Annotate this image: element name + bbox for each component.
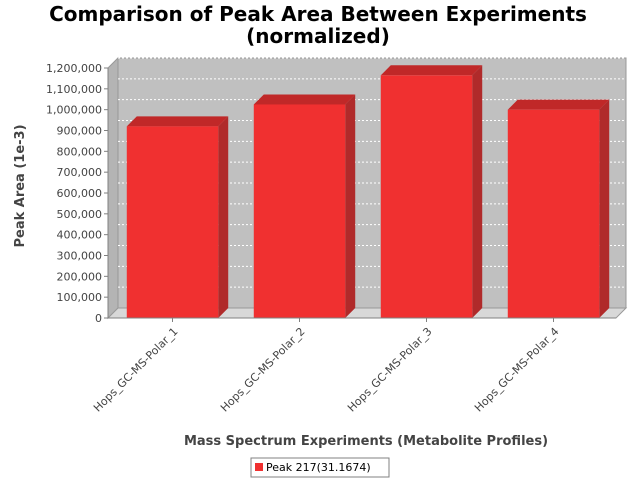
bar-top (380, 65, 483, 76)
bars (126, 65, 610, 319)
bar-top (253, 94, 356, 105)
bar (126, 116, 229, 318)
bar-side (599, 99, 610, 319)
bar (253, 94, 356, 318)
y-tick-label: 300,000 (57, 250, 103, 263)
bar-front (380, 75, 473, 319)
bar-front (253, 104, 346, 318)
x-tick-label: Hops_GC-MS-Polar_4 (472, 325, 562, 415)
bar-top (126, 116, 229, 127)
x-axis-label: Mass Spectrum Experiments (Metabolite Pr… (184, 434, 548, 449)
x-tick-label: Hops_GC-MS-Polar_3 (345, 325, 435, 415)
bar (380, 65, 483, 319)
y-tick-label: 1,000,000 (46, 104, 102, 117)
legend-swatch (255, 463, 263, 471)
bar-front (507, 109, 600, 319)
y-tick-label: 1,100,000 (46, 83, 102, 96)
y-tick-label: 200,000 (57, 270, 103, 283)
y-tick-label: 400,000 (57, 229, 103, 242)
chart-subtitle: (normalized) (246, 24, 390, 48)
bar-side (218, 116, 229, 318)
y-tick-label: 600,000 (57, 187, 103, 200)
legend: Peak 217(31.1674) (250, 457, 390, 478)
y-tick-label: 0 (95, 312, 102, 325)
bar-top (507, 99, 610, 110)
y-axis: 0 100,000 200,000 300,000 400,000 500,000 600,… (46, 62, 109, 325)
y-tick-label: 900,000 (57, 125, 103, 138)
y-axis-label: Peak Area (1e-3) (13, 124, 28, 247)
y-tick-label: 100,000 (57, 291, 103, 304)
x-tick-label: Hops_GC-MS-Polar_1 (91, 325, 181, 415)
x-axis: Hops_GC-MS-Polar_1 Hops_GC-MS-Polar_2 Hops… (91, 317, 616, 415)
chart-title: Comparison of Peak Area Between Experime… (49, 2, 587, 26)
legend-box (250, 457, 390, 478)
x-tick-label: Hops_GC-MS-Polar_2 (218, 325, 308, 415)
y-tick-label: 700,000 (57, 166, 103, 179)
legend-entry: Peak 217(31.1674) (266, 461, 371, 474)
y-tick-label: 1,200,000 (46, 62, 102, 75)
plot-left-wall (107, 56, 119, 320)
y-tick-label: 800,000 (57, 145, 103, 158)
y-tick-label: 500,000 (57, 208, 103, 221)
bar (507, 99, 610, 319)
bar-front (126, 126, 219, 318)
bar-side (472, 65, 483, 319)
bar-side (345, 94, 356, 318)
